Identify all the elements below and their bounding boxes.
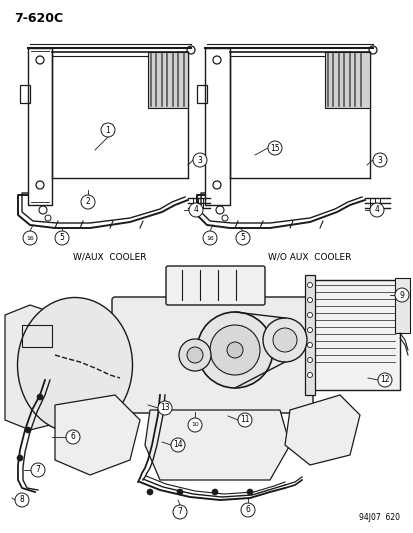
Circle shape	[307, 373, 312, 377]
Circle shape	[377, 373, 391, 387]
Text: 12: 12	[379, 376, 389, 384]
Text: 4: 4	[374, 206, 379, 214]
Text: 3: 3	[197, 156, 202, 165]
Text: W/AUX  COOLER: W/AUX COOLER	[73, 252, 146, 261]
Text: 5: 5	[240, 233, 245, 243]
Text: 11: 11	[240, 416, 249, 424]
Circle shape	[272, 328, 296, 352]
Circle shape	[307, 343, 312, 348]
Text: 5: 5	[59, 233, 64, 243]
Circle shape	[81, 195, 95, 209]
Text: 8: 8	[19, 496, 24, 505]
Text: 1: 1	[105, 125, 110, 134]
Circle shape	[101, 123, 115, 137]
Circle shape	[173, 505, 187, 519]
Bar	[197, 85, 206, 103]
Text: 15: 15	[270, 143, 279, 152]
Circle shape	[188, 418, 202, 432]
Circle shape	[189, 203, 202, 217]
Circle shape	[226, 342, 242, 358]
Circle shape	[240, 503, 254, 517]
Circle shape	[187, 347, 202, 363]
Circle shape	[192, 153, 206, 167]
Bar	[304, 275, 314, 395]
Bar	[20, 85, 30, 103]
Circle shape	[197, 312, 272, 388]
Circle shape	[55, 231, 69, 245]
Text: 16: 16	[26, 236, 34, 240]
Circle shape	[37, 394, 43, 400]
Text: 9: 9	[399, 290, 404, 300]
Bar	[394, 278, 409, 333]
Text: 4: 4	[193, 206, 198, 214]
Polygon shape	[284, 395, 359, 465]
Circle shape	[202, 231, 216, 245]
Circle shape	[237, 413, 252, 427]
Text: 94J07  620: 94J07 620	[358, 513, 399, 522]
Circle shape	[372, 153, 386, 167]
Bar	[324, 52, 369, 108]
Text: 7-620C: 7-620C	[14, 12, 63, 25]
Circle shape	[307, 297, 312, 303]
Circle shape	[158, 401, 171, 415]
Polygon shape	[145, 410, 289, 480]
Text: 14: 14	[173, 440, 183, 449]
Circle shape	[369, 203, 383, 217]
Circle shape	[307, 358, 312, 362]
Circle shape	[262, 318, 306, 362]
Polygon shape	[55, 395, 140, 475]
Circle shape	[209, 325, 259, 375]
Circle shape	[178, 339, 211, 371]
Circle shape	[307, 282, 312, 287]
Circle shape	[66, 430, 80, 444]
Circle shape	[211, 489, 218, 495]
Circle shape	[25, 427, 31, 433]
Bar	[309, 280, 399, 390]
Circle shape	[15, 493, 29, 507]
Circle shape	[31, 463, 45, 477]
FancyBboxPatch shape	[112, 297, 312, 413]
Circle shape	[23, 231, 37, 245]
Circle shape	[307, 312, 312, 318]
Circle shape	[171, 438, 185, 452]
Text: 7: 7	[177, 507, 182, 516]
Text: W/O AUX  COOLER: W/O AUX COOLER	[268, 252, 351, 261]
Circle shape	[394, 288, 408, 302]
Text: 13: 13	[160, 403, 169, 413]
Circle shape	[177, 489, 183, 495]
Circle shape	[235, 231, 249, 245]
Bar	[22, 325, 52, 347]
Ellipse shape	[17, 297, 132, 432]
Text: 2: 2	[85, 198, 90, 206]
Circle shape	[307, 327, 312, 333]
Text: 16: 16	[206, 236, 214, 240]
Text: 3: 3	[377, 156, 382, 165]
Circle shape	[147, 489, 153, 495]
Circle shape	[17, 455, 23, 461]
FancyBboxPatch shape	[166, 266, 264, 305]
Circle shape	[267, 141, 281, 155]
Text: 6: 6	[245, 505, 250, 514]
Text: 6: 6	[70, 432, 75, 441]
Polygon shape	[5, 305, 60, 430]
Circle shape	[247, 489, 252, 495]
Text: 10: 10	[191, 423, 198, 427]
Bar	[147, 52, 188, 108]
Text: 7: 7	[36, 465, 40, 474]
